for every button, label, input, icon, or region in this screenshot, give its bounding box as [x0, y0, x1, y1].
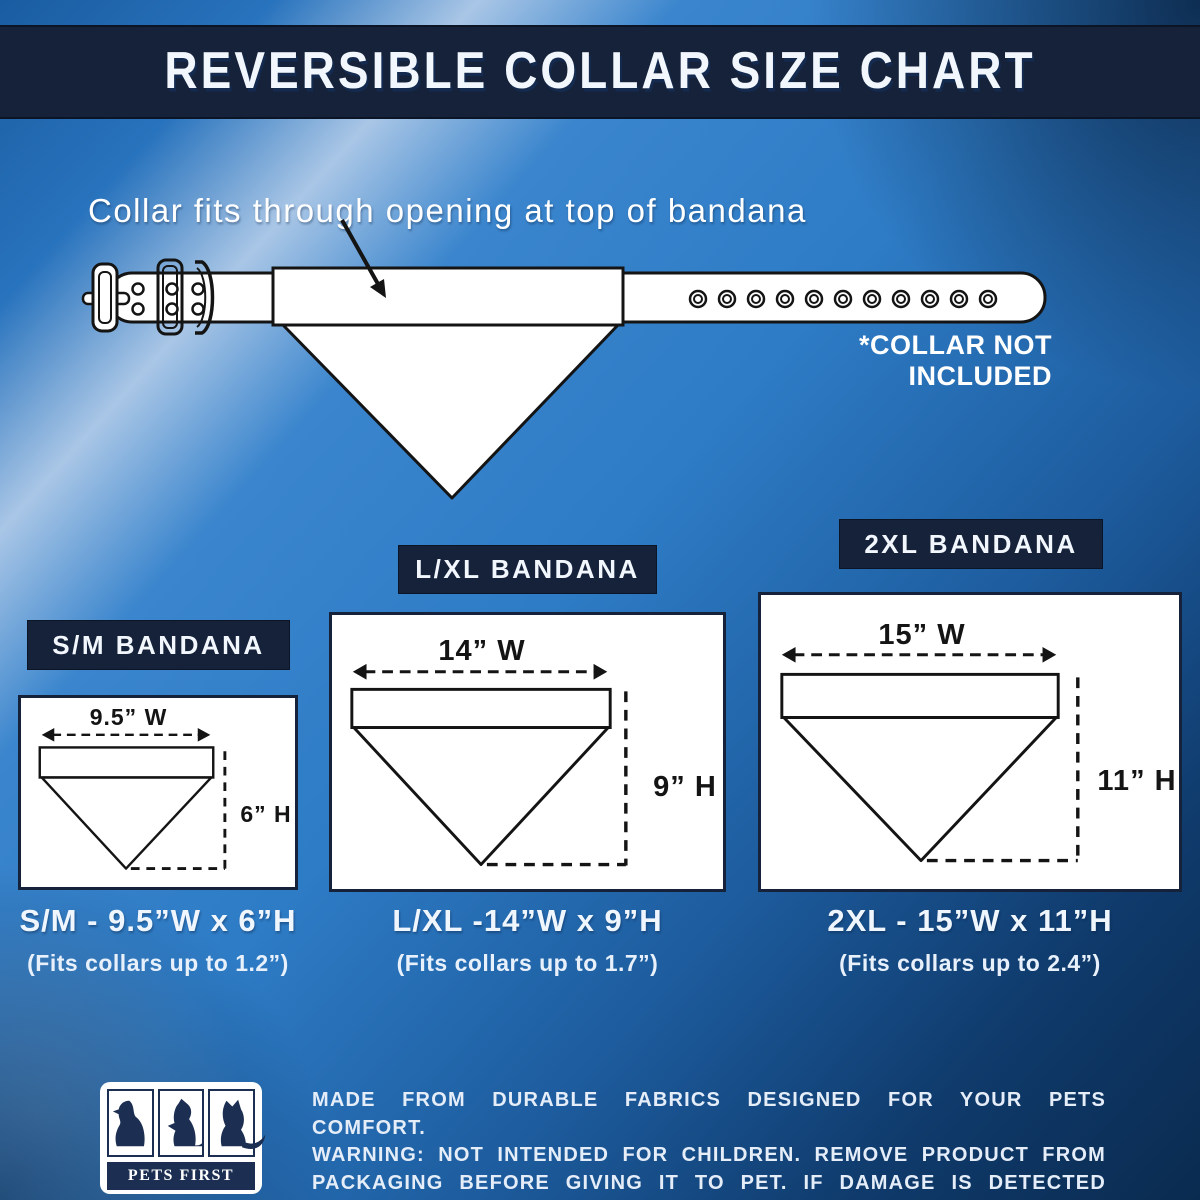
- hero-caption: Collar fits through opening at top of ba…: [88, 192, 807, 229]
- lxl-panel: 14” W 9” H: [329, 612, 726, 892]
- pets-first-logo: PETS FIRST: [100, 1082, 266, 1194]
- xxl-panel: 15” W 11” H: [758, 592, 1182, 892]
- xxl-size-text: 2XL - 15”W x 11”H: [827, 903, 1113, 938]
- sm-height-dimension: 6” H: [240, 801, 292, 827]
- disclaimer-text: MADE FROM DURABLE FABRICS DESIGNED FOR Y…: [312, 1087, 1106, 1200]
- dog-silhouettes-row: [100, 1082, 266, 1157]
- xxl-height-dimension: 11” H: [1097, 765, 1177, 797]
- sm-size-text: S/M - 9.5”W x 6”H: [19, 903, 297, 938]
- lxl-height-dimension: 9” H: [653, 771, 717, 803]
- lxl-fits-text: (Fits collars up to 1.7”): [396, 950, 659, 976]
- header-band: REVERSIBLE COLLAR SIZE CHART: [0, 25, 1200, 119]
- collar-bandana-illustration: [81, 219, 1047, 500]
- lxl-width-dimension: 14” W: [438, 635, 526, 667]
- page-title: REVERSIBLE COLLAR SIZE CHART: [164, 40, 1036, 100]
- sm-bandana-label: S/M BANDANA: [27, 620, 290, 670]
- shepherd-dog-icon: [221, 1099, 266, 1149]
- lxl-bandana-label: L/XL BANDANA: [398, 545, 657, 594]
- collar-not-included-note: *COLLAR NOT INCLUDED: [859, 330, 1052, 391]
- pointer-arrow-icon: [340, 219, 386, 298]
- sm-panel: 9.5” W 6” H: [18, 695, 298, 890]
- sm-width-dimension: 9.5” W: [89, 704, 168, 730]
- xxl-bandana-label: 2XL BANDANA: [839, 519, 1103, 569]
- sm-fits-text: (Fits collars up to 1.2”): [27, 950, 289, 976]
- disclaimer-line-1: MADE FROM DURABLE FABRICS DESIGNED FOR Y…: [312, 1089, 1106, 1139]
- disclaimer-line-3: PACKAGING BEFORE GIVING IT TO PET. IF DA…: [312, 1171, 1106, 1200]
- disclaimer-line-2: WARNING: NOT INTENDED FOR CHILDREN. REMO…: [312, 1144, 1106, 1166]
- lxl-size-text: L/XL -14”W x 9”H: [392, 903, 663, 938]
- xxl-bandana-diagram: [780, 646, 1080, 863]
- brand-name: PETS FIRST: [107, 1162, 255, 1190]
- sm-bandana-diagram: [38, 728, 227, 871]
- dog-box-1: [107, 1089, 154, 1157]
- dog-box-2: [157, 1089, 205, 1157]
- begging-dog-icon: [167, 1098, 203, 1147]
- lxl-bandana-diagram: [350, 663, 628, 867]
- xxl-width-dimension: 15” W: [878, 619, 966, 651]
- shepherd-dog-icon-box: [208, 1089, 266, 1157]
- retriever-dog-icon: [112, 1100, 145, 1147]
- xxl-fits-text: (Fits collars up to 2.4”): [839, 950, 1101, 976]
